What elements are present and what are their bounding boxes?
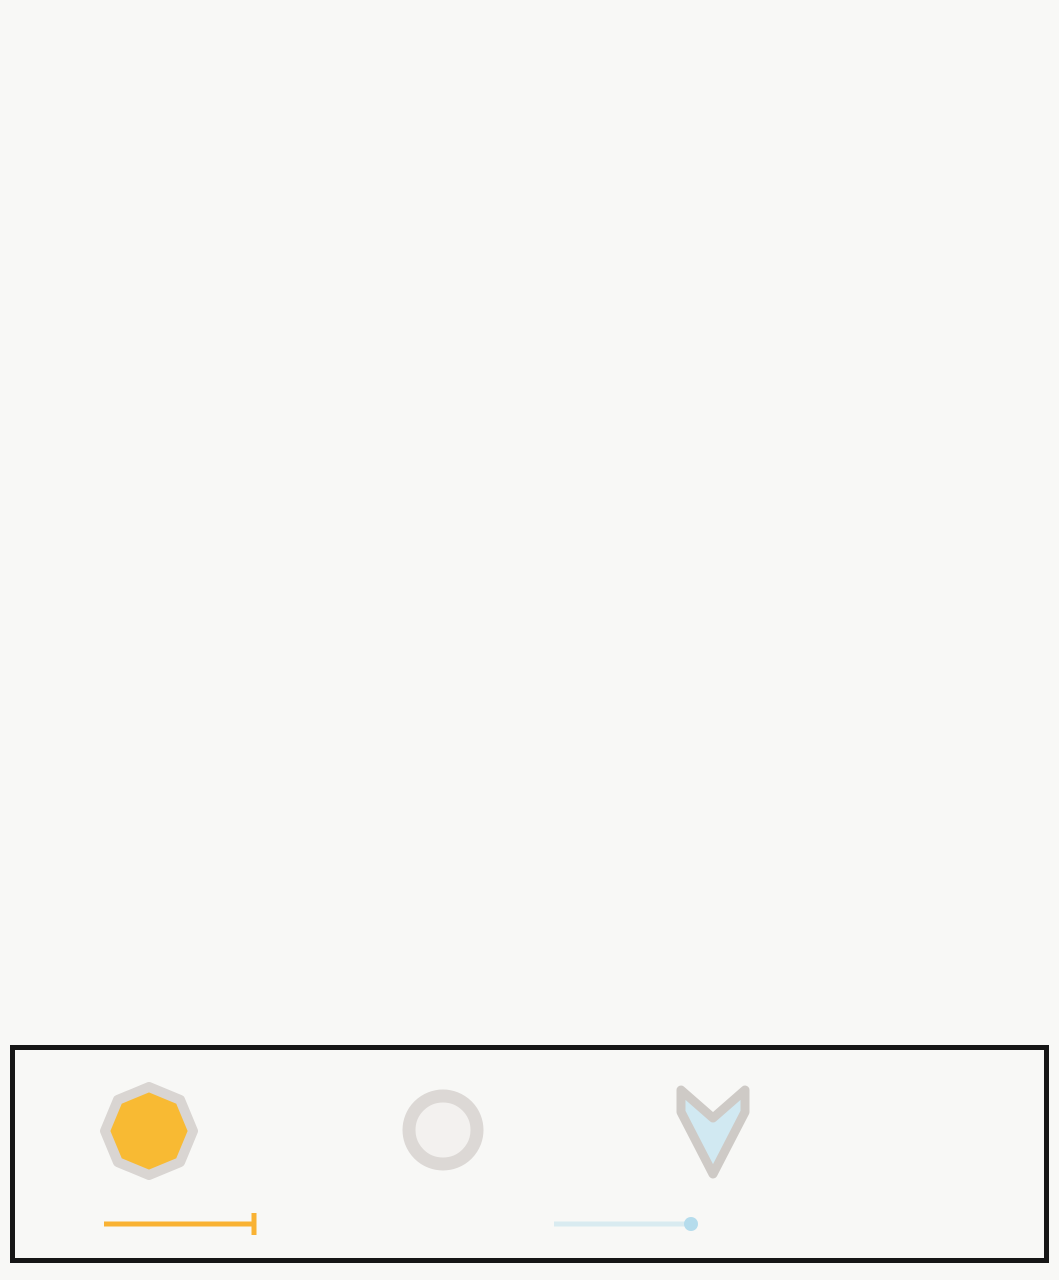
antibody-target-edge-icon (554, 1217, 698, 1231)
legend-box (10, 1045, 1049, 1263)
antibody-node-icon (676, 1085, 750, 1179)
drug-node-icon (100, 1082, 198, 1180)
drug-target-edge-icon (104, 1213, 257, 1235)
gene-node-icon (402, 1089, 484, 1171)
